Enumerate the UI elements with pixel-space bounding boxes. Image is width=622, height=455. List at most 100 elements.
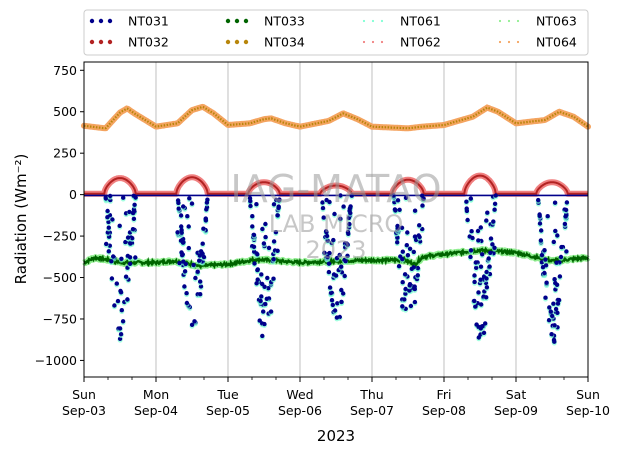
point-NT031 <box>472 273 477 278</box>
legend-marker <box>107 39 113 45</box>
point-NT031 <box>176 200 181 206</box>
point-NT031 <box>255 267 260 273</box>
point-NT031 <box>261 309 266 314</box>
legend-marker <box>380 40 384 44</box>
point-NT031 <box>491 219 496 224</box>
point-NT031 <box>125 297 130 302</box>
point-NT031 <box>197 258 202 263</box>
point-NT031 <box>189 201 195 206</box>
x-tick-day: Thu <box>359 387 383 402</box>
point-NT031 <box>538 238 544 243</box>
point-NT031 <box>405 253 411 258</box>
point-NT031 <box>201 254 207 260</box>
point-NT031 <box>200 241 205 246</box>
point-NT031 <box>119 308 125 313</box>
point-NT031 <box>182 284 187 289</box>
point-NT031 <box>254 281 259 286</box>
point-NT031 <box>396 264 402 269</box>
x-axis-title: 2023 <box>317 427 355 445</box>
x-tick-date: Sep-06 <box>278 403 322 418</box>
point-NT031 <box>549 332 554 337</box>
point-NT031 <box>404 243 409 248</box>
point-NT031 <box>106 249 112 254</box>
point-NT031 <box>536 197 541 203</box>
point-NT031 <box>543 295 548 300</box>
point-NT031 <box>407 283 412 288</box>
point-NT031 <box>395 198 401 203</box>
point-NT031 <box>339 264 344 269</box>
point-NT031 <box>339 287 344 293</box>
point-NT031 <box>545 214 550 219</box>
point-NT031 <box>182 269 188 274</box>
y-tick-label: −500 <box>43 270 77 285</box>
watermark-line-2: LAB MICRO <box>269 210 404 238</box>
point-NT031 <box>186 224 191 229</box>
point-NT031 <box>476 335 481 340</box>
point-NT031 <box>127 261 133 266</box>
point-NT031 <box>332 308 338 313</box>
point-NT031 <box>255 252 260 257</box>
legend-marker <box>498 40 502 44</box>
point-NT031 <box>130 210 136 216</box>
point-NT031 <box>472 279 477 285</box>
point-NT031 <box>326 269 332 275</box>
gridlines <box>155 62 517 377</box>
point-NT031 <box>271 276 276 281</box>
point-NT031 <box>552 277 557 282</box>
series-layer <box>81 103 591 346</box>
point-NT031 <box>555 301 561 306</box>
legend-marker <box>234 39 240 45</box>
x-tick-date: Sep-03 <box>62 403 106 418</box>
point-NT031 <box>562 221 568 227</box>
point-NT031 <box>555 310 560 315</box>
legend-entry-NT033: NT033 <box>225 14 305 29</box>
legend-frame <box>83 9 589 56</box>
point-NT031 <box>204 200 210 205</box>
point-NT031 <box>260 226 265 232</box>
point-NT031 <box>474 265 479 270</box>
point-NT031 <box>276 205 281 211</box>
point-NT031 <box>118 290 124 295</box>
point-NT031 <box>490 242 495 247</box>
point-NT031 <box>321 215 326 220</box>
point-NT031 <box>250 224 255 229</box>
point-NT031 <box>488 236 494 241</box>
point-NT031 <box>539 228 544 233</box>
point-NT031 <box>197 253 202 258</box>
point-NT031 <box>271 202 277 207</box>
point-NT031 <box>105 215 110 220</box>
point-NT031 <box>271 239 277 244</box>
point-NT031 <box>393 208 398 213</box>
point-NT031 <box>184 291 189 296</box>
point-NT031 <box>399 225 405 230</box>
point-NT031 <box>475 228 481 234</box>
point-NT031 <box>481 330 487 335</box>
point-NT031 <box>327 199 332 205</box>
legend-marker <box>362 19 366 23</box>
point-NT031 <box>203 218 209 223</box>
point-NT031 <box>252 261 257 266</box>
point-NT031 <box>183 261 188 267</box>
point-NT031 <box>485 210 490 215</box>
y-tick-label: 500 <box>53 104 77 119</box>
point-NT031 <box>179 230 184 235</box>
point-NT031 <box>265 275 270 281</box>
point-NT031 <box>276 198 282 203</box>
point-NT031 <box>552 323 557 328</box>
point-NT031 <box>547 305 552 310</box>
point-NT031 <box>412 234 418 239</box>
legend-entry-NT031: NT031 <box>89 14 169 29</box>
point-NT031 <box>130 236 135 241</box>
legend-entry-NT063: NT063 <box>498 14 577 29</box>
point-NT031 <box>551 239 556 245</box>
point-NT031 <box>123 239 128 245</box>
legend-marker <box>371 19 375 23</box>
point-NT031 <box>338 216 343 221</box>
point-NT031 <box>484 218 489 223</box>
point-NT031 <box>551 301 556 306</box>
point-NT031 <box>195 269 200 274</box>
y-tick-label: 250 <box>53 146 77 161</box>
point-NT031 <box>403 195 409 200</box>
point-NT031 <box>556 297 562 303</box>
point-NT031 <box>411 249 416 255</box>
